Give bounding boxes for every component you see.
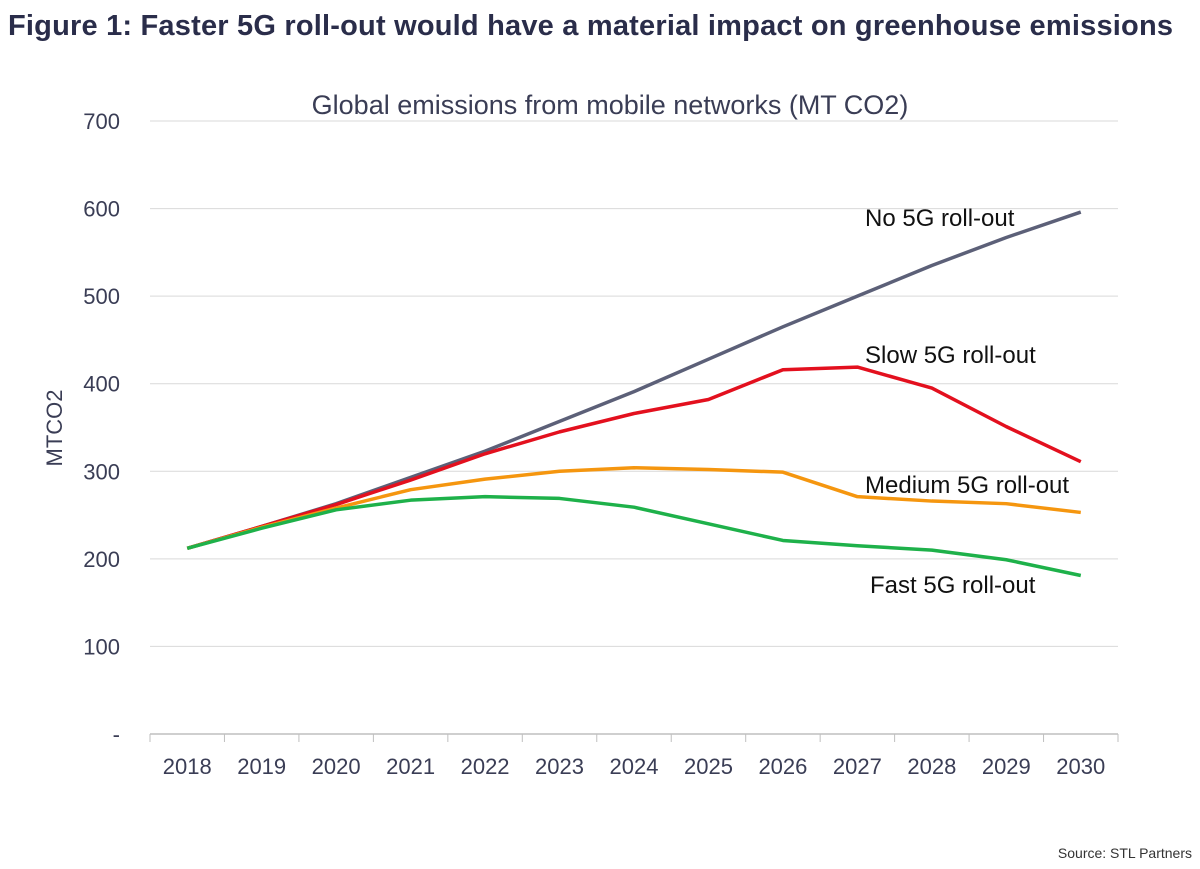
y-axis-label: MTCO2 <box>42 390 67 467</box>
x-tick-label: 2020 <box>312 754 361 779</box>
series-label: No 5G roll-out <box>865 205 1015 232</box>
y-tick-label: 700 <box>83 109 120 134</box>
source-note: Source: STL Partners <box>1057 845 1192 861</box>
y-tick-label: 300 <box>83 459 120 484</box>
y-tick-label: 200 <box>83 547 120 572</box>
y-tick-label: 400 <box>83 372 120 397</box>
x-tick-label: 2030 <box>1056 754 1105 779</box>
series-label: Slow 5G roll-out <box>865 342 1036 369</box>
x-tick-label: 2022 <box>461 754 510 779</box>
x-tick-label: 2028 <box>907 754 956 779</box>
y-tick-label: - <box>113 722 120 747</box>
x-tick-label: 2026 <box>758 754 807 779</box>
series-line-1 <box>186 365 1082 551</box>
x-tick-label: 2027 <box>833 754 882 779</box>
x-tick-label: 2018 <box>163 754 212 779</box>
series-label: Fast 5G roll-out <box>870 572 1036 599</box>
x-tick-label: 2023 <box>535 754 584 779</box>
y-tick-label: 600 <box>83 197 120 222</box>
y-tick-label: 100 <box>83 634 120 659</box>
x-tick-label: 2019 <box>237 754 286 779</box>
x-tick-label: 2021 <box>386 754 435 779</box>
x-tick-label: 2025 <box>684 754 733 779</box>
chart-title: Global emissions from mobile networks (M… <box>312 90 909 120</box>
series-label: Medium 5G roll-out <box>865 472 1069 499</box>
figure-title: Figure 1: Faster 5G roll-out would have … <box>8 10 1174 42</box>
x-tick-label: 2024 <box>610 754 659 779</box>
y-tick-label: 500 <box>83 284 120 309</box>
x-tick-label: 2029 <box>982 754 1031 779</box>
